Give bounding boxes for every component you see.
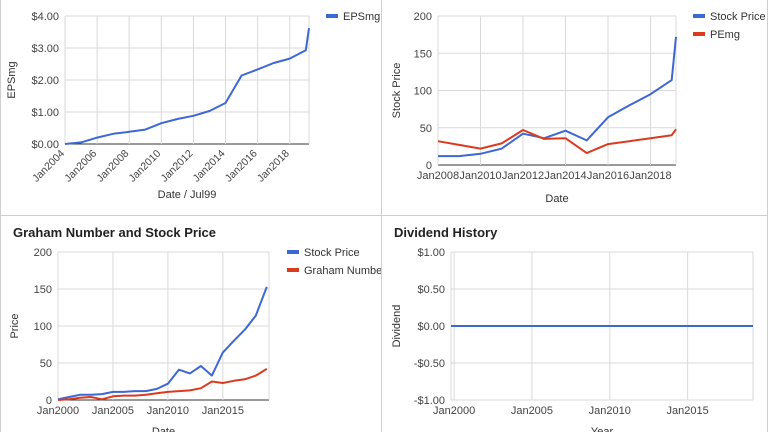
x-tick-label: Jan2005 [511, 405, 553, 417]
x-tick-label: Jan2010 [459, 170, 501, 182]
graham-chart: Graham Number and Stock Price 0 50 100 150 20… [9, 225, 386, 437]
eps-chart-panel: EPSmg$0.00$1.00$2.00$3.00$4.00Jan2004Jan… [1, 0, 381, 215]
panel-border-left [0, 0, 1, 432]
y-tick-label: 200 [34, 247, 52, 259]
x-axis-title: Date / Jul99 [158, 189, 217, 201]
x-tick-label: Jan2005 [92, 405, 134, 417]
x-axis-title: Date [545, 193, 568, 205]
y-tick-label: 0 [46, 395, 52, 407]
eps-chart: EPSmg$0.00$1.00$2.00$3.00$4.00Jan2004Jan… [6, 11, 380, 201]
graham-chart-panel: Graham Number and Stock Price 0 50 100 150 20… [1, 216, 386, 437]
y-tick-label: $1.00 [417, 247, 445, 259]
series-line-pemg [437, 128, 677, 155]
legend-label: Graham Number [304, 265, 381, 277]
series-line-epsmg [64, 28, 310, 145]
y-tick-label: 100 [414, 86, 432, 98]
legend-swatch [326, 14, 338, 18]
legend-swatch [693, 14, 705, 18]
y-tick-label: $4.00 [31, 11, 59, 23]
x-axis-title: Year [591, 426, 614, 432]
x-tick-label: Jan2010 [589, 405, 631, 417]
x-tick-label: Jan2016 [587, 170, 629, 182]
legend-label: PEmg [710, 29, 740, 41]
x-tick-label: Jan2004 [30, 148, 67, 185]
x-tick-label: Jan2000 [433, 405, 475, 417]
panel-divider-vertical [381, 0, 382, 432]
chart-title: Dividend History [394, 225, 498, 240]
dividend-chart: Dividend History -$1.00 -$0.50 $0.00 $0.50 $1… [391, 225, 754, 437]
y-axis-title: EPSmg [6, 61, 18, 98]
y-tick-label: 100 [34, 321, 52, 333]
y-tick-label: -$0.50 [414, 358, 445, 370]
y-tick-label: 150 [414, 48, 432, 60]
y-axis-title: Price [9, 313, 21, 338]
y-tick-label: $0.00 [31, 139, 59, 151]
series-line-stock-price [57, 286, 268, 401]
y-tick-label: 0 [426, 160, 432, 172]
y-tick-label: 150 [34, 284, 52, 296]
x-tick-label: Jan2000 [37, 405, 79, 417]
legend-swatch [693, 32, 705, 36]
x-tick-label: Jan2015 [202, 405, 244, 417]
y-tick-label: 200 [414, 11, 432, 23]
x-tick-label: Jan2015 [667, 405, 709, 417]
series-line-graham-number [57, 368, 268, 401]
legend-swatch [287, 250, 299, 254]
dividend-chart-panel: Dividend History -$1.00 -$0.50 $0.00 $0.50 $1… [382, 216, 767, 437]
y-axis-title: Dividend [391, 305, 403, 348]
y-tick-label: $1.00 [31, 107, 59, 119]
x-tick-label: Jan2016 [223, 148, 260, 185]
price-pe-chart-panel: Price and PEmg050100150200Jan2008Jan2010… [382, 0, 767, 215]
x-tick-label: Jan2018 [629, 170, 671, 182]
price-pe-chart: Price and PEmg050100150200Jan2008Jan2010… [391, 11, 766, 205]
y-axis-title: Stock Price [391, 63, 403, 119]
legend-label: Stock Price [304, 247, 360, 259]
x-tick-label: Jan2014 [544, 170, 586, 182]
legend-swatch [287, 268, 299, 272]
x-tick-label: Jan2010 [147, 405, 189, 417]
x-tick-label: Jan2014 [191, 148, 228, 185]
y-tick-label: $2.00 [31, 75, 59, 87]
x-tick-label: Jan2012 [159, 148, 196, 185]
x-tick-label: Jan2008 [417, 170, 459, 182]
x-axis-title: Date [152, 426, 175, 432]
y-tick-label: 50 [40, 358, 52, 370]
x-tick-label: Jan2012 [502, 170, 544, 182]
legend-label: Stock Price [710, 11, 766, 23]
x-tick-label: Jan2008 [94, 148, 131, 185]
x-tick-label: Jan2010 [126, 148, 163, 185]
series-line-stock-price [438, 36, 677, 158]
y-tick-label: $0.50 [417, 284, 445, 296]
chart-title: Graham Number and Stock Price [13, 225, 216, 240]
panel-divider-horizontal [0, 215, 768, 216]
x-tick-label: Jan2018 [255, 148, 292, 185]
y-tick-label: -$1.00 [414, 395, 445, 407]
y-tick-label: $3.00 [31, 43, 59, 55]
y-tick-label: $0.00 [417, 321, 445, 333]
y-tick-label: 50 [420, 123, 432, 135]
x-tick-label: Jan2006 [62, 148, 99, 185]
legend-label: EPSmg [343, 11, 380, 23]
